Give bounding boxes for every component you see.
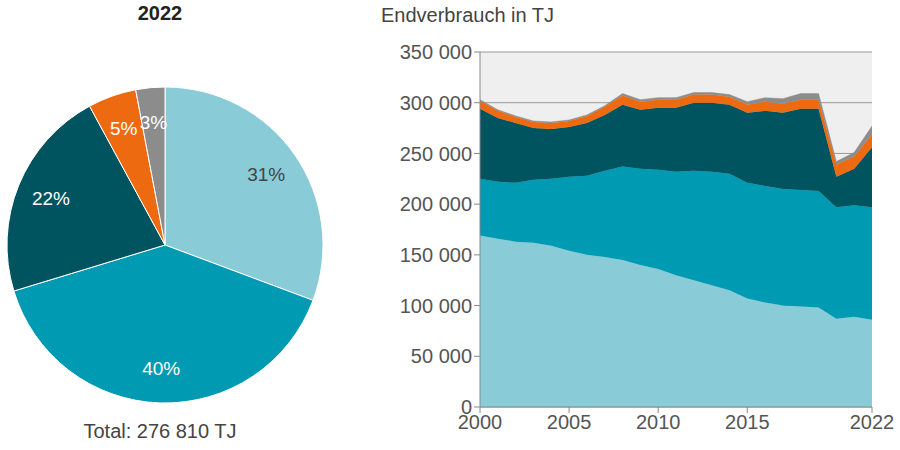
svg-text:2022: 2022	[850, 411, 892, 433]
svg-text:31%: 31%	[247, 164, 285, 185]
svg-text:0: 0	[461, 396, 472, 418]
svg-text:150 000: 150 000	[400, 244, 472, 266]
svg-text:2000: 2000	[457, 411, 503, 434]
svg-text:300 000: 300 000	[400, 92, 472, 114]
svg-text:22%: 22%	[32, 188, 70, 209]
svg-text:2005: 2005	[547, 411, 592, 433]
svg-text:2010: 2010	[636, 411, 681, 433]
html-text:Total: 276 810 TJ: Total: 276 810 TJ	[83, 420, 237, 442]
svg-text:5%: 5%	[110, 118, 138, 139]
svg-text:50 000: 50 000	[411, 345, 472, 367]
svg-text:250 000: 250 000	[400, 143, 472, 165]
svg-text:2015: 2015	[725, 411, 770, 433]
svg-text:100 000: 100 000	[400, 295, 472, 317]
svg-text:3%: 3%	[140, 112, 168, 133]
svg-text:350 000: 350 000	[400, 41, 472, 63]
svg-text:40%: 40%	[142, 358, 180, 379]
html-text:2022: 2022	[137, 2, 183, 24]
html-text:Endverbrauch in TJ: Endverbrauch in TJ	[381, 4, 555, 26]
svg-text:200 000: 200 000	[400, 193, 472, 215]
